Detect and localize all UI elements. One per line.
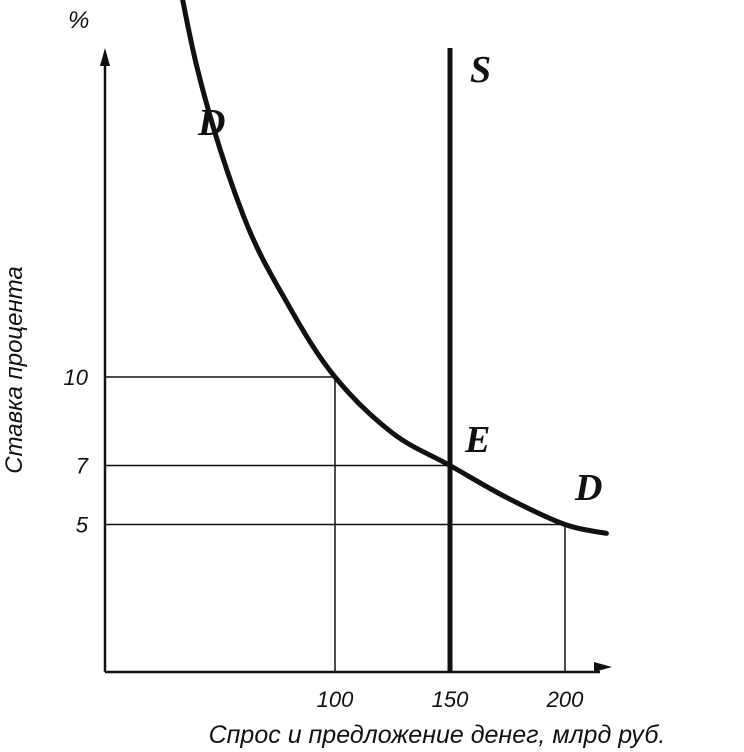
y-tick-label-10: 10 [64,365,89,390]
series [180,0,609,672]
demand-curve [180,0,609,536]
x-tick-label-150: 150 [432,687,469,712]
y-axis-title: Ставка процента [1,266,28,474]
axes [100,48,612,674]
x-axis-arrow [594,662,612,672]
y-axis-arrow [100,48,110,66]
y-unit-label: % [68,7,89,34]
x-axis-title: Спрос и предложение денег, млрд руб. [209,721,666,749]
guide-lines [105,376,566,672]
demand-label-bottom: D [574,467,602,509]
y-tick-label-5: 5 [76,513,89,538]
supply-label: S [470,49,491,91]
tick-labels: 100 150 200 10 7 5 [64,365,585,712]
x-tick-label-200: 200 [546,687,584,712]
y-tick-label-7: 7 [76,454,89,479]
demand-label-top: D [197,102,225,144]
equilibrium-label: E [464,419,490,461]
x-tick-label-100: 100 [317,687,354,712]
